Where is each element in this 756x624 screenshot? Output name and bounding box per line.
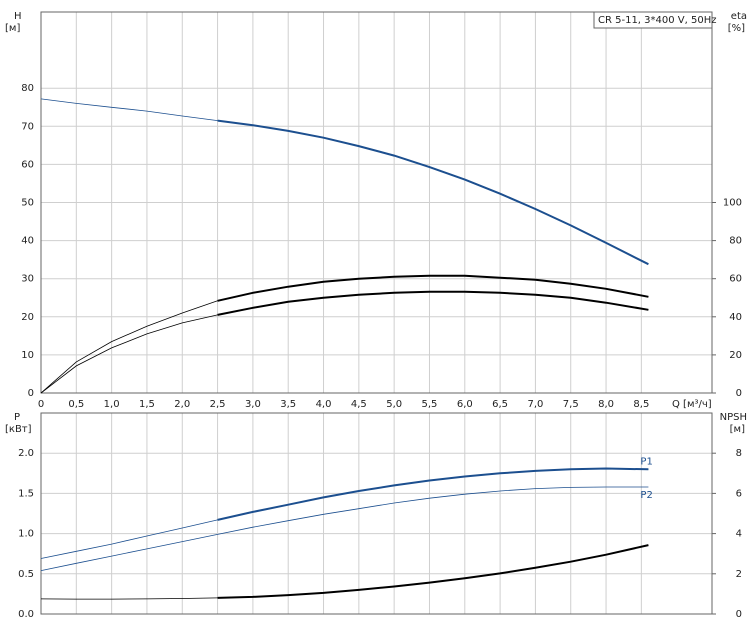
x-axis-label: Q [м³/ч] [672,399,712,410]
y-tick-label: 40 [21,236,34,247]
y-axis-label: P [14,412,20,423]
x-tick-label: 7,0 [527,399,543,410]
y2-tick-label: 0 [736,388,742,399]
curve-operating-range [217,274,649,302]
plot-frame [40,11,713,394]
title-box [593,11,713,29]
y2-axis-label: eta [731,11,747,22]
y2-tick-label: 40 [729,312,742,323]
y-tick-label: 60 [21,159,34,170]
plot-frame [40,412,713,615]
y-tick-label: 70 [21,121,34,132]
x-tick-label: 5,5 [422,399,438,410]
x-tick-label: 0,5 [68,399,84,410]
x-tick-label: 6,0 [457,399,473,410]
y2-tick-label: 80 [729,236,742,247]
y-tick-label: 0.5 [18,569,34,580]
x-tick-label: 1,0 [104,399,120,410]
y2-tick-label: 2 [736,569,742,580]
curve-operating-range [217,290,649,316]
x-tick-label: 1,5 [139,399,155,410]
y2-axis-label: NPSH [720,412,747,423]
x-tick-label: 5,0 [386,399,402,410]
x-tick-label: 2,0 [174,399,190,410]
x-tick-label: 0 [38,399,44,410]
y-tick-label: 20 [21,312,34,323]
y2-tick-label: 8 [736,448,742,459]
y-tick-label: 50 [21,198,34,209]
y-tick-label: 1.0 [18,529,34,540]
x-tick-label: 3,5 [280,399,296,410]
curve-operating-range [217,544,649,599]
series-label: P2 [640,490,652,501]
y2-axis-unit: [%] [728,23,745,34]
x-tick-label: 8,0 [598,399,614,410]
y-tick-label: 30 [21,274,34,285]
x-tick-label: 2,5 [210,399,226,410]
curve-operating-range [217,467,649,521]
y-axis-label: H [14,11,22,22]
y-axis-unit: [м] [5,23,20,34]
y-tick-label: 0.0 [18,609,34,620]
y-tick-label: 1.5 [18,488,34,499]
x-tick-label: 4,5 [351,399,367,410]
curve [40,486,649,571]
y-tick-label: 0 [28,388,34,399]
y2-tick-label: 6 [736,488,742,499]
curve-operating-range [217,119,649,266]
x-tick-label: 4,0 [316,399,332,410]
y2-tick-label: 60 [729,274,742,285]
y2-tick-label: 4 [736,529,742,540]
x-tick-label: 6,5 [492,399,508,410]
y2-tick-label: 100 [723,198,742,209]
x-tick-label: 3,0 [245,399,261,410]
y2-tick-label: 0 [736,609,742,620]
y-tick-label: 2.0 [18,448,34,459]
y2-tick-label: 20 [729,350,742,361]
x-tick-label: 8,5 [633,399,649,410]
y-tick-label: 10 [21,350,34,361]
x-tick-label: 7,5 [563,399,579,410]
y2-axis-unit: [м] [730,424,745,435]
series-label: P1 [640,456,652,467]
chart-title: CR 5-11, 3*400 V, 50Hz [598,15,716,26]
y-tick-label: 80 [21,83,34,94]
plot-area [41,413,712,614]
y-axis-unit: [кВт] [5,424,32,435]
